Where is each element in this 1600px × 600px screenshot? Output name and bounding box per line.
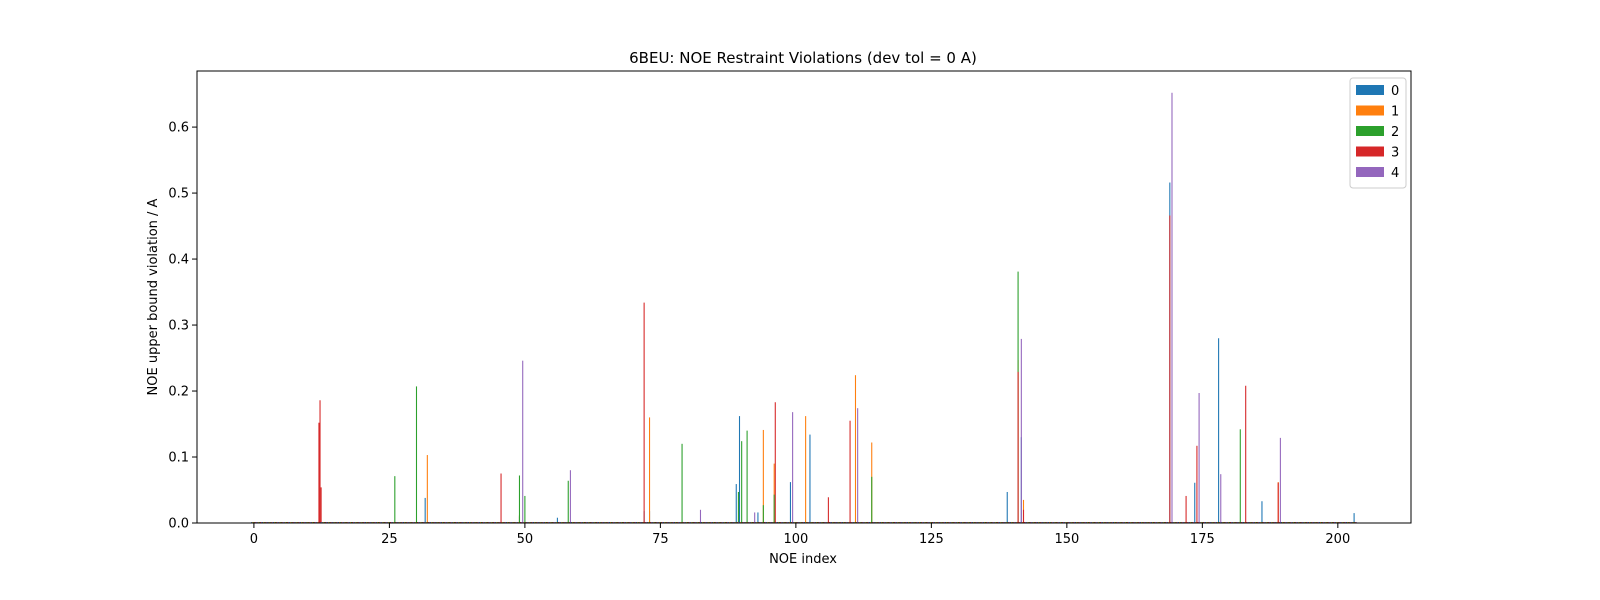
bar-2-8 bbox=[746, 430, 748, 523]
plot-frame bbox=[196, 70, 1412, 524]
y-tick-label-0: 0.0 bbox=[168, 517, 189, 532]
legend-swatch-3 bbox=[1356, 146, 1384, 157]
bar-4-0 bbox=[522, 360, 524, 523]
bar-0-9 bbox=[809, 434, 811, 523]
chart-title: 6BEU: NOE Restraint Violations (dev tol … bbox=[629, 49, 977, 67]
legend-label-2: 2 bbox=[1391, 125, 1399, 140]
bar-0-0 bbox=[424, 497, 426, 523]
bar-4-2 bbox=[699, 509, 702, 523]
bar-2-11 bbox=[871, 476, 873, 523]
bar-4-6 bbox=[1020, 338, 1022, 523]
bar-0-7 bbox=[757, 512, 759, 523]
bar-0-15 bbox=[1261, 501, 1263, 523]
legend-label-0: 0 bbox=[1391, 84, 1399, 99]
x-tick-label-125: 125 bbox=[919, 532, 944, 547]
bar-4-5 bbox=[857, 408, 859, 523]
x-tick-label-175: 175 bbox=[1190, 532, 1215, 547]
x-axis-label: NOE index bbox=[769, 552, 837, 567]
bar-2-4 bbox=[567, 480, 569, 523]
bar-2-10 bbox=[773, 494, 775, 523]
x-tick-label-150: 150 bbox=[1054, 532, 1079, 547]
x-tick-label-25: 25 bbox=[381, 532, 398, 547]
bar-series-group bbox=[251, 92, 1357, 524]
legend-label-1: 1 bbox=[1391, 105, 1399, 120]
bar-4-4 bbox=[792, 412, 794, 523]
bar-0-8 bbox=[789, 482, 791, 523]
bar-0-10 bbox=[1006, 491, 1008, 523]
x-tick-label-50: 50 bbox=[517, 532, 534, 547]
y-tick-label-0.2: 0.2 bbox=[168, 385, 189, 400]
bar-3-4 bbox=[643, 302, 645, 523]
bar-3-5 bbox=[774, 402, 776, 523]
x-tick-label-200: 200 bbox=[1325, 532, 1350, 547]
series-2 bbox=[253, 271, 1355, 523]
bar-1-3 bbox=[762, 429, 764, 523]
bar-2-9 bbox=[762, 505, 764, 523]
bar-4-8 bbox=[1198, 393, 1200, 523]
bar-3-6 bbox=[827, 497, 829, 523]
series-1 bbox=[252, 360, 1354, 523]
bar-1-0 bbox=[426, 455, 428, 523]
bar-1-6 bbox=[854, 375, 857, 523]
bar-1-4 bbox=[773, 463, 775, 523]
y-tick-label-0.5: 0.5 bbox=[168, 187, 189, 202]
bar-3-11 bbox=[1185, 495, 1187, 523]
bar-3-7 bbox=[849, 420, 851, 523]
bar-0-6 bbox=[738, 416, 741, 523]
bar-0-13 bbox=[1194, 482, 1196, 523]
bar-3-13 bbox=[1245, 385, 1247, 523]
legend-swatch-0 bbox=[1356, 85, 1384, 95]
bar-3-0 bbox=[318, 422, 320, 523]
x-tick-label-75: 75 bbox=[652, 532, 669, 547]
bar-0-14 bbox=[1218, 338, 1220, 523]
legend-swatch-2 bbox=[1356, 126, 1384, 136]
bar-3-8 bbox=[1017, 371, 1019, 523]
bar-2-0 bbox=[394, 476, 396, 523]
bar-3-9 bbox=[1022, 509, 1025, 523]
y-tick-label-0.1: 0.1 bbox=[168, 451, 189, 466]
bar-3-12 bbox=[1196, 445, 1198, 523]
bar-1-2 bbox=[648, 417, 651, 523]
bar-3-3 bbox=[500, 473, 502, 523]
bar-0-5 bbox=[735, 484, 737, 523]
legend-swatch-4 bbox=[1356, 167, 1384, 177]
bar-4-3 bbox=[754, 512, 756, 523]
axes-group: 0 25 50 75 100 125 150 175 200 0.0 0.1 0.2 0.3 0.4 0.5… bbox=[168, 70, 1412, 547]
bar-2-3 bbox=[524, 495, 526, 523]
bar-2-5 bbox=[681, 443, 683, 523]
bar-4-10 bbox=[1279, 437, 1281, 523]
legend: 0 1 2 3 4 bbox=[1349, 77, 1407, 189]
x-tick-label-0: 0 bbox=[250, 532, 258, 547]
bar-2-2 bbox=[518, 475, 521, 523]
legend-label-4: 4 bbox=[1391, 166, 1399, 181]
bar-3-14 bbox=[1277, 482, 1279, 523]
x-tick-label-100: 100 bbox=[783, 532, 808, 547]
series-4 bbox=[255, 92, 1357, 524]
y-tick-label-0.3: 0.3 bbox=[168, 319, 189, 334]
bar-1-5 bbox=[805, 416, 807, 523]
bar-2-6 bbox=[737, 491, 739, 523]
bar-2-1 bbox=[415, 386, 418, 523]
bar-2-7 bbox=[741, 441, 743, 523]
legend-swatch-1 bbox=[1356, 105, 1384, 116]
bar-0-2 bbox=[556, 517, 558, 523]
bar-4-1 bbox=[569, 470, 571, 523]
bar-3-10 bbox=[1169, 215, 1171, 523]
y-tick-label-0.6: 0.6 bbox=[168, 121, 189, 136]
bar-3-1 bbox=[319, 400, 321, 523]
legend-label-3: 3 bbox=[1391, 146, 1399, 161]
bar-2-13 bbox=[1239, 429, 1241, 523]
bar-4-7 bbox=[1171, 92, 1173, 524]
bar-3-2 bbox=[320, 487, 322, 523]
bar-0-16 bbox=[1353, 513, 1355, 523]
y-tick-label-0.4: 0.4 bbox=[168, 253, 189, 268]
bar-4-9 bbox=[1220, 474, 1222, 523]
y-axis-label: NOE upper bound violation / A bbox=[146, 198, 161, 395]
